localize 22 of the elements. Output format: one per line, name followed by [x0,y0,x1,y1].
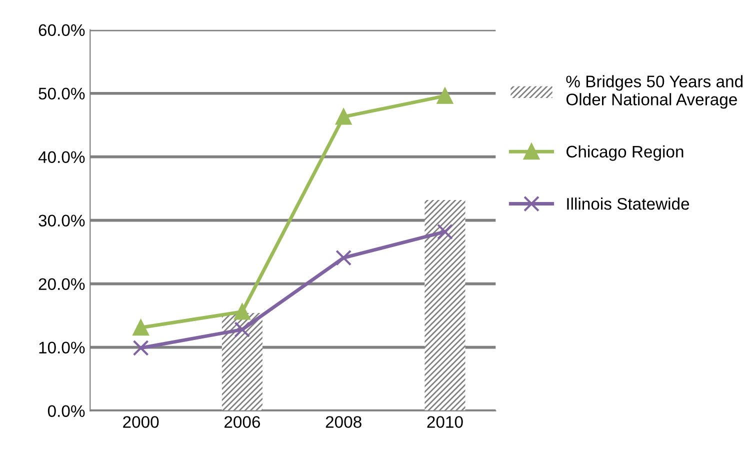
point [234,304,250,320]
x-tick-label: 2000 [123,416,159,428]
point [132,340,149,356]
y-tick-label: 50.0% [38,88,85,100]
y-tick-label: 20.0% [38,278,85,290]
x-tick-label: 2006 [224,416,260,428]
point [436,88,453,104]
y-tick-label: 30.0% [38,214,85,227]
point [436,224,453,240]
x-tick-label: 2008 [326,416,362,428]
x-tick-label: 2010 [427,416,463,428]
y-tick-label: 40.0% [38,151,85,164]
y-tick-label: 10.0% [39,342,85,354]
point [132,320,149,336]
y-tick-label: 60.0% [38,24,85,36]
y-tick-label: 0.0% [48,405,85,418]
point [336,250,352,266]
legend-label: % Bridges 50 Years and Older National Average [566,75,743,109]
point [336,108,352,125]
point [234,322,250,338]
legend-label: Illinois Statewide [567,198,690,210]
legend-label: Chicago Region [566,145,684,161]
